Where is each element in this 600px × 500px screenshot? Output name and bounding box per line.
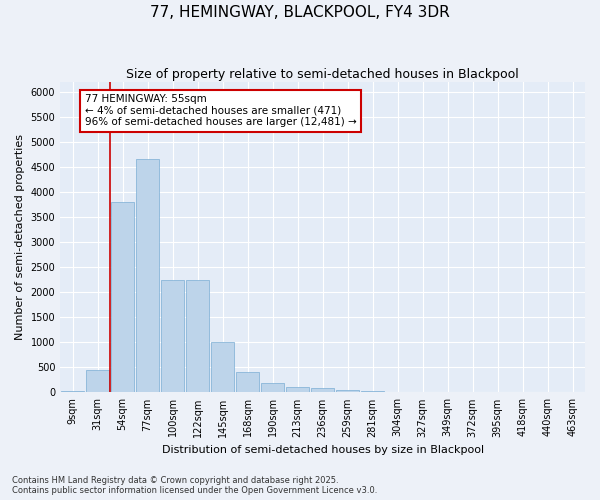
Text: 77 HEMINGWAY: 55sqm
← 4% of semi-detached houses are smaller (471)
96% of semi-d: 77 HEMINGWAY: 55sqm ← 4% of semi-detache…	[85, 94, 356, 128]
Title: Size of property relative to semi-detached houses in Blackpool: Size of property relative to semi-detach…	[126, 68, 519, 80]
Text: 77, HEMINGWAY, BLACKPOOL, FY4 3DR: 77, HEMINGWAY, BLACKPOOL, FY4 3DR	[150, 5, 450, 20]
Y-axis label: Number of semi-detached properties: Number of semi-detached properties	[15, 134, 25, 340]
X-axis label: Distribution of semi-detached houses by size in Blackpool: Distribution of semi-detached houses by …	[161, 445, 484, 455]
Bar	[161, 280, 184, 392]
Bar	[136, 160, 159, 392]
Bar	[311, 388, 334, 392]
Bar	[61, 391, 84, 392]
Bar	[286, 387, 309, 392]
Bar	[336, 390, 359, 392]
Bar	[236, 372, 259, 392]
Bar	[86, 370, 109, 392]
Bar	[111, 202, 134, 392]
Bar	[186, 280, 209, 392]
Text: Contains HM Land Registry data © Crown copyright and database right 2025.
Contai: Contains HM Land Registry data © Crown c…	[12, 476, 377, 495]
Bar	[211, 342, 234, 392]
Bar	[261, 383, 284, 392]
